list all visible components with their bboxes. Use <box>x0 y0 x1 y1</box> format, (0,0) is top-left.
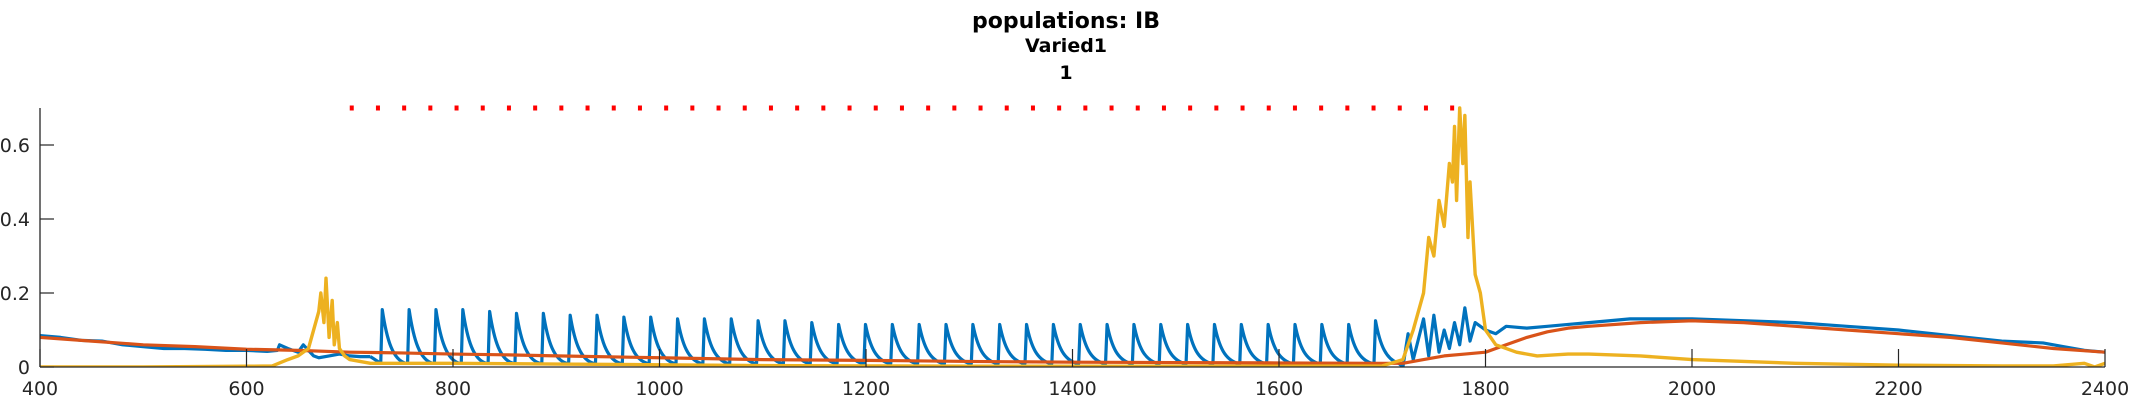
x-tick-label-1600: 1600 <box>1255 378 1303 400</box>
x-tick-label-1000: 1000 <box>635 378 683 400</box>
y-tick-label-2: 0.4 <box>0 209 30 231</box>
y-tick-label-0: 0 <box>18 357 30 379</box>
axes-layer: 400 600 800 1000 1200 1400 1600 1800 2000 2200 240… <box>0 108 2129 400</box>
y-tick-label-3: 0.6 <box>0 135 30 157</box>
series-1-line-late <box>1401 306 2105 367</box>
chart-title: populations: IB <box>972 9 1160 34</box>
x-tick-label-400: 400 <box>22 378 58 400</box>
series-3-line <box>40 106 2105 367</box>
series-layer <box>40 105 2105 367</box>
x-tick-label-1800: 1800 <box>1461 378 1509 400</box>
x-tick-label-2400: 2400 <box>2081 378 2129 400</box>
x-tick-label-1400: 1400 <box>1048 378 1096 400</box>
x-tick-label-2000: 2000 <box>1668 378 1716 400</box>
chart-subtitle-line-2: 1 <box>1059 62 1072 84</box>
x-tick-label-2200: 2200 <box>1874 378 1922 400</box>
chart-subtitle-line-1: Varied1 <box>1025 35 1107 57</box>
x-tick-label-1200: 1200 <box>842 378 890 400</box>
series-2-line <box>40 319 2105 365</box>
x-tick-label-600: 600 <box>228 378 264 400</box>
y-tick-label-1: 0.2 <box>0 283 30 305</box>
series-1-spike-train <box>369 308 1404 367</box>
x-tick-label-800: 800 <box>435 378 471 400</box>
